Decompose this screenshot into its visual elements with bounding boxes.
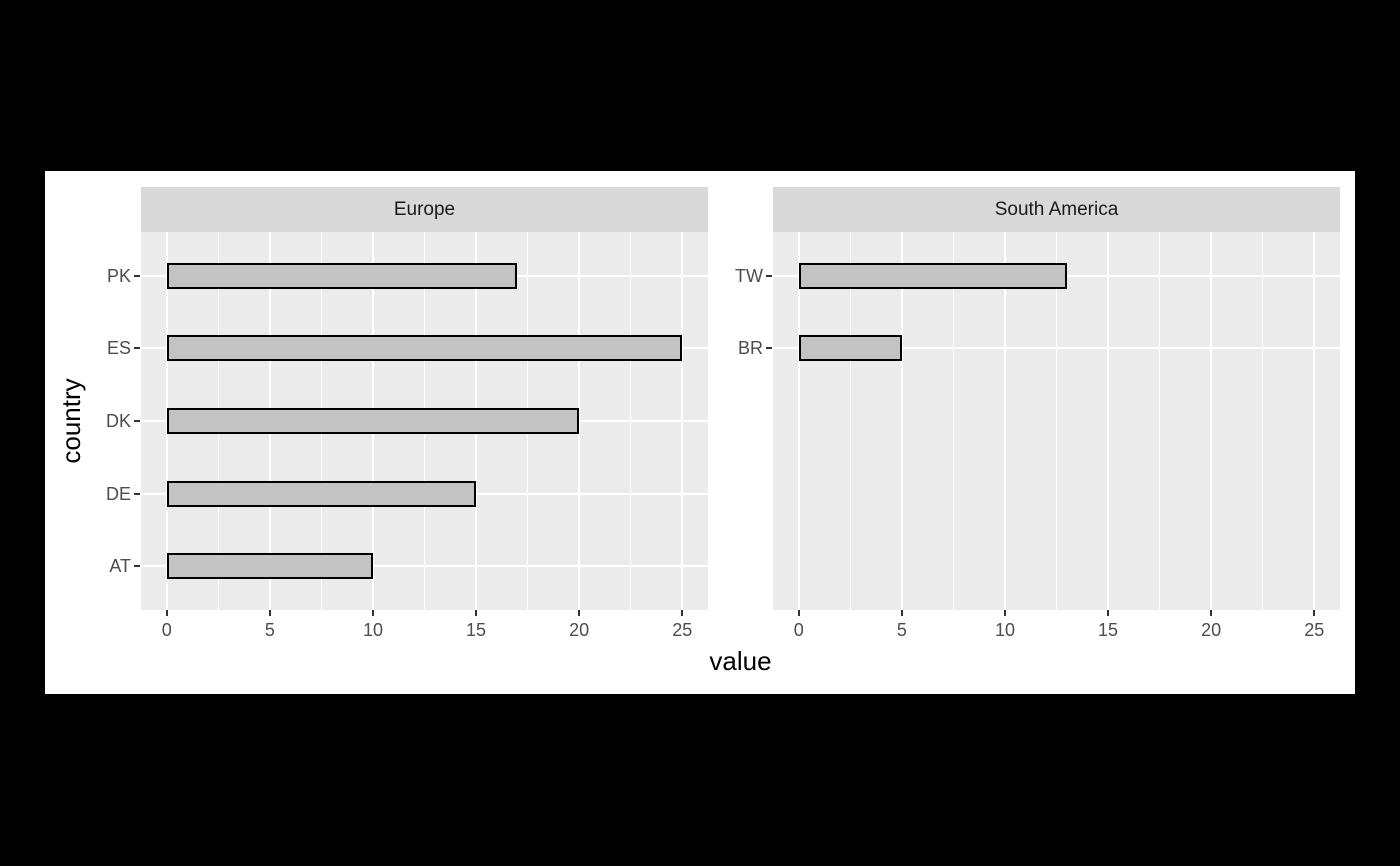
x-tick-label-20: 20 [1201, 620, 1222, 640]
y-tick-label-es: ES [106, 338, 131, 359]
y-tick-label-dk: DK [105, 411, 131, 431]
x-tick-mark [1003, 610, 1006, 616]
x-tick-label-25: 25 [672, 620, 693, 640]
x-tick-label-0: 0 [793, 620, 804, 640]
gridline-major-vertical [900, 232, 903, 610]
y-tick-mark [134, 565, 140, 568]
y-axis-title: country [56, 378, 86, 464]
bar-br [798, 335, 902, 362]
x-tick-label-20: 20 [569, 620, 590, 640]
x-tick-mark [681, 610, 684, 616]
x-tick-mark [165, 610, 168, 616]
gridline-minor-vertical [849, 232, 851, 610]
y-tick-label-tw: TW [735, 265, 763, 286]
x-tick-label-10: 10 [994, 620, 1015, 640]
y-tick-mark [134, 347, 140, 350]
x-tick-label-25: 25 [1304, 620, 1325, 640]
x-tick-mark [268, 610, 271, 616]
gridline-minor-vertical [1159, 232, 1161, 610]
bar-tw [798, 262, 1067, 289]
gridline-minor-vertical [1262, 232, 1264, 610]
x-tick-label-5: 5 [896, 620, 907, 640]
y-tick-mark [134, 492, 140, 495]
y-tick-mark [134, 274, 140, 277]
facet-strip-label: South America [994, 198, 1119, 220]
facet-strip-south-america: South America [773, 187, 1340, 232]
x-tick-mark [1107, 610, 1110, 616]
x-tick-mark [475, 610, 478, 616]
gridline-major-vertical [1107, 232, 1110, 610]
bar-pk [166, 262, 518, 289]
x-tick-label-5: 5 [264, 620, 275, 640]
gridline-minor-vertical [952, 232, 954, 610]
gridline-major-horizontal [141, 565, 708, 568]
gridline-major-vertical [1003, 232, 1006, 610]
gridline-major-vertical [1210, 232, 1213, 610]
x-tick-mark [371, 610, 374, 616]
x-tick-mark [1313, 610, 1316, 616]
x-tick-label-15: 15 [1098, 620, 1119, 640]
y-tick-mark [766, 347, 772, 350]
y-tick-mark [766, 274, 772, 277]
x-axis-title: value [709, 646, 772, 676]
x-tick-label-10: 10 [362, 620, 383, 640]
bar-at [166, 553, 373, 580]
gridline-major-vertical [797, 232, 800, 610]
y-tick-label-pk: PK [106, 265, 131, 286]
facet-panel-europe [141, 232, 708, 610]
bar-de [166, 480, 477, 507]
gridline-major-horizontal [773, 347, 1340, 350]
bar-dk [166, 408, 580, 434]
bar-es [166, 335, 683, 362]
y-tick-label-de: DE [105, 483, 131, 504]
gridline-minor-vertical [1056, 232, 1057, 610]
y-tick-label-br: BR [737, 338, 763, 359]
plot-area: Europe South America PK ES DK DE AT 0 5 10 15 20 2… [45, 171, 1355, 694]
gridline-major-vertical [1313, 232, 1316, 610]
facet-panel-south-america [773, 232, 1340, 610]
x-tick-mark [900, 610, 903, 616]
x-tick-mark [797, 610, 800, 616]
x-tick-label-15: 15 [466, 620, 487, 640]
x-tick-mark [1210, 610, 1213, 616]
facet-strip-europe: Europe [141, 187, 708, 232]
facet-strip-label: Europe [393, 198, 456, 220]
y-tick-mark [134, 420, 140, 422]
x-tick-mark [578, 610, 581, 616]
y-tick-label-at: AT [109, 556, 131, 577]
x-tick-label-0: 0 [161, 620, 172, 640]
